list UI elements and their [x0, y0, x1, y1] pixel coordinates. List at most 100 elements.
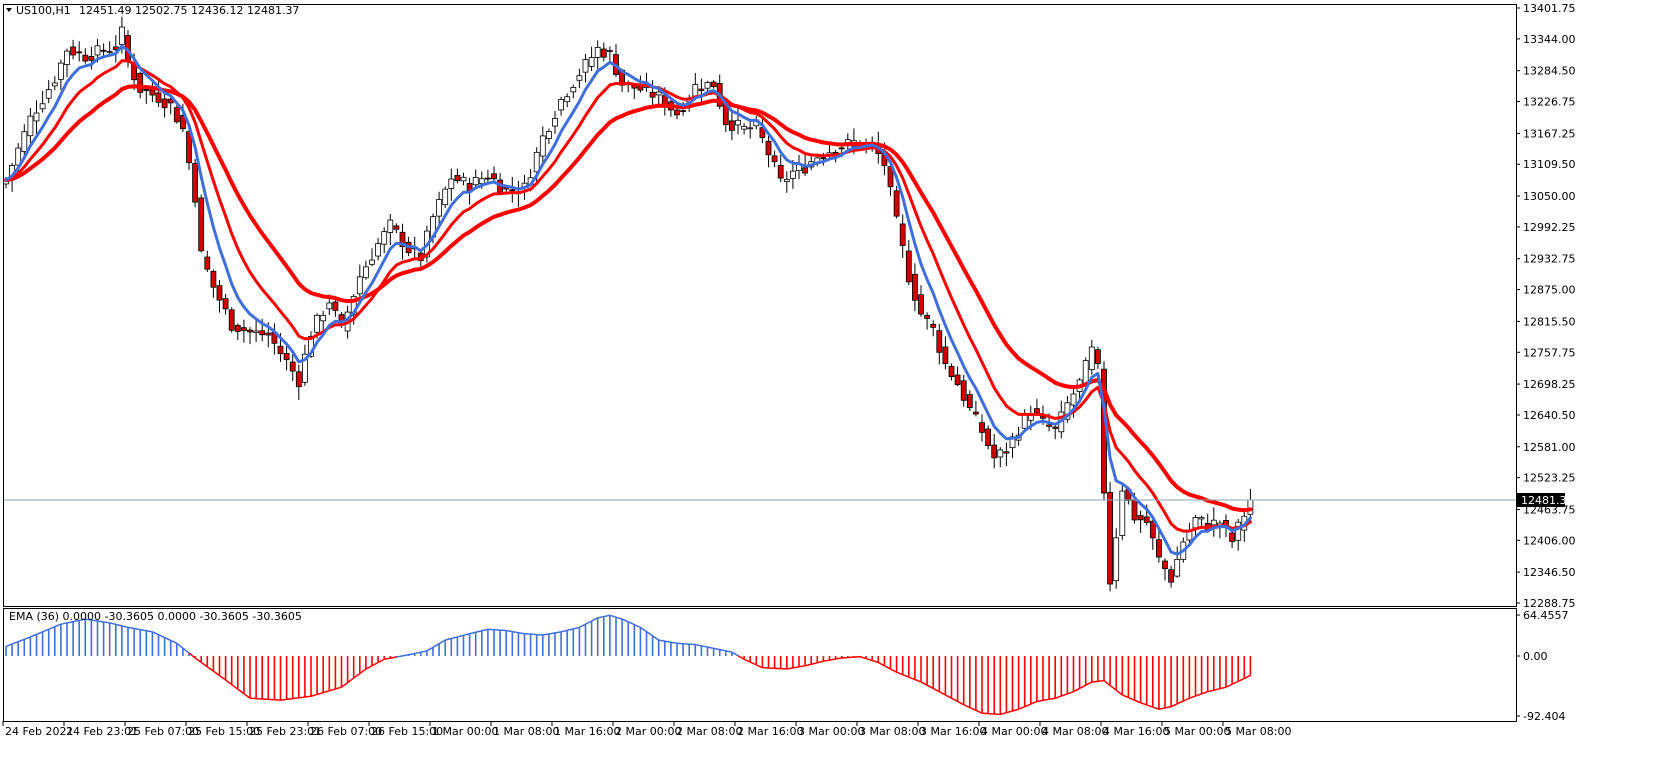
candle[interactable]	[240, 319, 247, 343]
candle[interactable]	[192, 159, 199, 208]
candle[interactable]	[558, 96, 564, 116]
candle[interactable]	[204, 250, 211, 273]
candle[interactable]	[1107, 481, 1113, 592]
candle[interactable]	[39, 90, 46, 113]
candle[interactable]	[966, 390, 973, 412]
candle[interactable]	[1113, 528, 1120, 589]
candle[interactable]	[369, 248, 375, 267]
candle[interactable]	[82, 48, 89, 64]
candle[interactable]	[997, 447, 1004, 468]
candle[interactable]	[533, 147, 540, 185]
candle[interactable]	[210, 269, 217, 298]
candle[interactable]	[747, 119, 754, 139]
candle[interactable]	[387, 213, 394, 246]
candle[interactable]	[228, 307, 235, 333]
candle[interactable]	[283, 343, 290, 371]
candle[interactable]	[905, 240, 912, 286]
candle[interactable]	[1162, 558, 1168, 581]
candle[interactable]	[930, 320, 937, 337]
candle[interactable]	[765, 135, 772, 168]
candle[interactable]	[253, 318, 260, 342]
candle[interactable]	[582, 53, 589, 83]
candle[interactable]	[393, 223, 400, 234]
candle[interactable]	[472, 169, 479, 187]
candle[interactable]	[936, 324, 943, 365]
candle[interactable]	[607, 46, 613, 61]
candle[interactable]	[924, 312, 930, 330]
candle[interactable]	[893, 186, 900, 219]
candle[interactable]	[448, 168, 455, 201]
candle[interactable]	[491, 166, 497, 182]
candle[interactable]	[918, 285, 924, 317]
candle[interactable]	[973, 400, 979, 417]
candle[interactable]	[588, 46, 595, 72]
candle[interactable]	[741, 123, 747, 135]
candle[interactable]	[216, 280, 223, 313]
candle[interactable]	[1198, 515, 1205, 528]
candle[interactable]	[21, 124, 28, 156]
candle[interactable]	[710, 80, 717, 89]
candle[interactable]	[64, 48, 70, 78]
candle[interactable]	[649, 80, 656, 107]
candle[interactable]	[375, 237, 382, 261]
candle[interactable]	[991, 434, 998, 469]
candle[interactable]	[1235, 518, 1242, 551]
candle[interactable]	[539, 126, 546, 166]
candle[interactable]	[1052, 424, 1059, 440]
triangle-down-icon[interactable]	[6, 8, 12, 12]
candle[interactable]	[1088, 339, 1095, 375]
candle[interactable]	[704, 80, 711, 92]
candle[interactable]	[777, 154, 784, 183]
candle[interactable]	[1003, 442, 1010, 467]
candle[interactable]	[1095, 346, 1101, 369]
candle[interactable]	[234, 323, 241, 341]
candle[interactable]	[594, 40, 601, 70]
candle[interactable]	[320, 311, 327, 332]
candle[interactable]	[546, 128, 552, 145]
candle[interactable]	[600, 42, 607, 62]
candle[interactable]	[1174, 546, 1181, 578]
candle[interactable]	[1168, 565, 1174, 588]
candle[interactable]	[1137, 510, 1144, 534]
candle[interactable]	[790, 160, 796, 189]
candle[interactable]	[247, 327, 253, 345]
candle[interactable]	[295, 364, 302, 400]
candle[interactable]	[301, 344, 308, 386]
candle[interactable]	[698, 78, 705, 103]
candle[interactable]	[564, 93, 571, 108]
candle[interactable]	[942, 336, 949, 370]
candle[interactable]	[173, 105, 180, 124]
candle[interactable]	[954, 366, 961, 387]
main-plot-frame[interactable]	[3, 4, 1517, 607]
candle[interactable]	[771, 150, 778, 168]
candle[interactable]	[985, 425, 991, 450]
candle[interactable]	[289, 350, 296, 382]
candle[interactable]	[76, 41, 83, 62]
candle[interactable]	[198, 194, 205, 253]
candle[interactable]	[106, 41, 113, 55]
candle[interactable]	[399, 223, 406, 260]
candle[interactable]	[960, 374, 967, 407]
candle[interactable]	[1156, 527, 1162, 563]
candle[interactable]	[222, 293, 229, 315]
candle[interactable]	[887, 163, 894, 196]
candle[interactable]	[356, 264, 363, 297]
candle[interactable]	[783, 171, 790, 193]
candle[interactable]	[436, 191, 443, 224]
candle[interactable]	[442, 186, 449, 208]
candle[interactable]	[460, 172, 467, 186]
candle[interactable]	[58, 59, 64, 91]
candle[interactable]	[509, 176, 516, 203]
candle[interactable]	[143, 86, 150, 104]
candle[interactable]	[454, 168, 461, 184]
candle[interactable]	[45, 80, 52, 104]
candle[interactable]	[186, 126, 192, 171]
candle[interactable]	[570, 84, 577, 99]
candle[interactable]	[1119, 485, 1126, 541]
candle[interactable]	[381, 227, 388, 254]
candle[interactable]	[51, 76, 58, 91]
candle[interactable]	[948, 363, 955, 381]
candle[interactable]	[33, 100, 40, 134]
oscillator-plot-frame[interactable]	[3, 608, 1517, 722]
